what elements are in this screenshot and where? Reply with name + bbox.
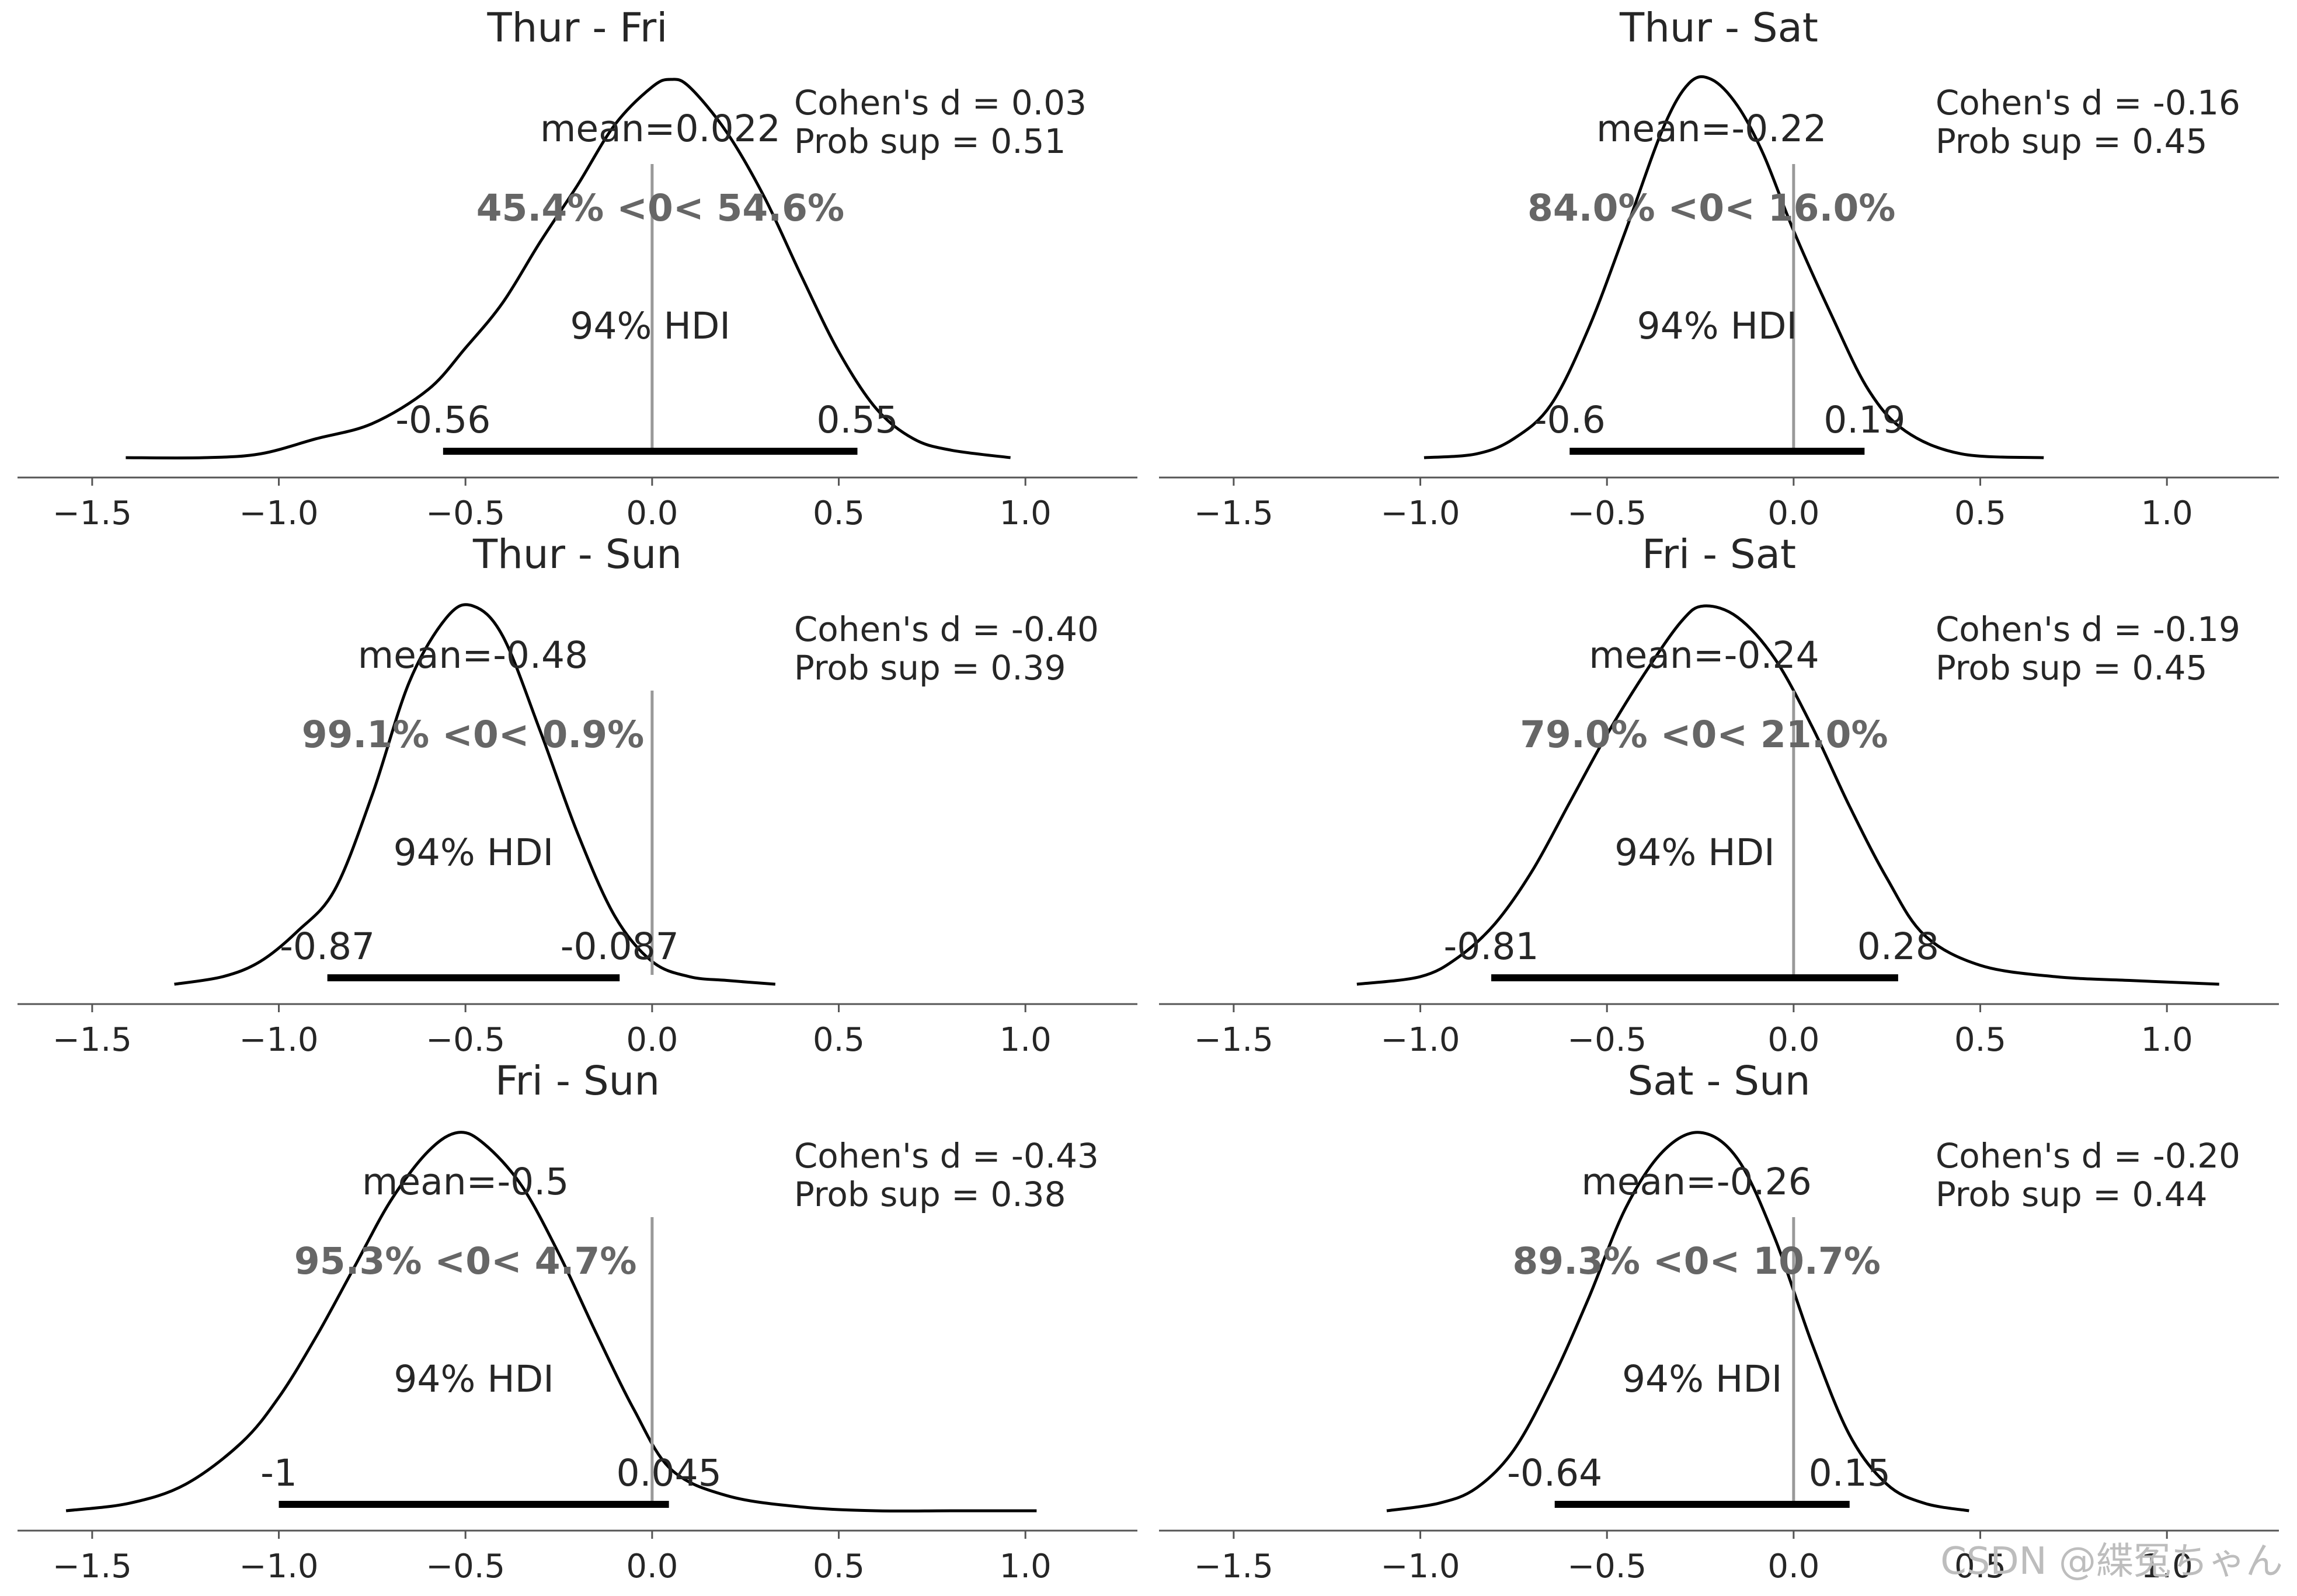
panel-title: Fri - Sat <box>1642 531 1796 578</box>
panel-fri-vs-sun: −1.5 −1.0 −0.5 0.0 0.5 1.0 Fri - Sun mean=-0.5 9… <box>18 1058 1137 1585</box>
hdi-upper-label: -0.087 <box>561 925 679 968</box>
x-tick-label: 0.0 <box>1767 494 1819 532</box>
hdi-label: 94% HDI <box>1637 305 1798 347</box>
x-tick-label: 1.0 <box>1000 1021 1052 1059</box>
reference-probability-label: 95.3% <0< 4.7% <box>294 1240 637 1283</box>
hdi-label: 94% HDI <box>394 1358 554 1400</box>
cohens-d-label: Cohen's d = -0.20 <box>1936 1136 2240 1176</box>
hdi-upper-label: 0.19 <box>1823 399 1905 441</box>
density-curve <box>1424 75 2044 459</box>
x-tick-label: −1.5 <box>1194 494 1273 532</box>
panel-thur-vs-fri: −1.5 −1.0 −0.5 0.0 0.5 1.0 Thur - Fri mean=0.02… <box>18 5 1137 532</box>
x-tick-label: −0.5 <box>426 1548 505 1585</box>
x-tick-label: 0.5 <box>813 1021 865 1059</box>
reference-probability-label: 89.3% <0< 10.7% <box>1512 1240 1880 1283</box>
hdi-upper-label: 0.15 <box>1809 1452 1891 1494</box>
panel-title: Thur - Sat <box>1619 5 1818 51</box>
hdi-lower-label: -1 <box>260 1452 297 1494</box>
hdi-lower-label: -0.81 <box>1443 925 1539 968</box>
x-tick-label: −1.5 <box>53 494 132 532</box>
panel-title: Thur - Fri <box>487 5 668 51</box>
hdi-label: 94% HDI <box>1622 1358 1783 1400</box>
x-tick-label: 1.0 <box>1000 494 1052 532</box>
density-curve <box>126 78 1011 459</box>
density-curve <box>65 1131 1037 1513</box>
cohens-d-label: Cohen's d = -0.19 <box>1936 609 2240 649</box>
hdi-label: 94% HDI <box>1614 831 1775 874</box>
panel-title: Thur - Sun <box>472 531 682 578</box>
x-tick-label: −1.0 <box>1381 1548 1460 1585</box>
panel-thur-vs-sun: −1.5 −1.0 −0.5 0.0 0.5 1.0 Thur - Sun mean=-0.4… <box>18 531 1137 1059</box>
mean-label: mean=-0.26 <box>1581 1161 1811 1203</box>
density-curve <box>1386 1131 1969 1513</box>
panels: −1.5 −1.0 −0.5 0.0 0.5 1.0 Thur - Fri mean=0.02… <box>18 5 2279 1585</box>
reference-probability-label: 84.0% <0< 16.0% <box>1527 187 1895 229</box>
panel-fri-vs-sat: −1.5 −1.0 −0.5 0.0 0.5 1.0 Fri - Sat mean=-0.24… <box>1159 531 2279 1059</box>
x-tick-label: 0.5 <box>1954 1548 2006 1585</box>
prob-sup-label: Prob sup = 0.39 <box>794 648 1066 688</box>
x-tick-label: −0.5 <box>426 494 505 532</box>
x-tick-label: 0.0 <box>1767 1548 1819 1585</box>
panel-sat-vs-sun: −1.5 −1.0 −0.5 0.0 0.5 1.0 Sat - Sun mean=-0.26… <box>1159 1058 2279 1585</box>
hdi-upper-label: 0.045 <box>616 1452 721 1494</box>
x-tick-label: 0.0 <box>626 1548 678 1585</box>
x-tick-label: −1.0 <box>239 494 319 532</box>
x-tick-label: −0.5 <box>1567 494 1647 532</box>
x-tick-label: 1.0 <box>2141 494 2193 532</box>
reference-probability-label: 79.0% <0< 21.0% <box>1520 713 1888 756</box>
cohens-d-label: Cohen's d = -0.40 <box>794 609 1099 649</box>
x-tick-label: 0.5 <box>1954 494 2006 532</box>
mean-label: mean=-0.24 <box>1589 634 1819 677</box>
prob-sup-label: Prob sup = 0.44 <box>1936 1175 2208 1214</box>
prob-sup-label: Prob sup = 0.45 <box>1936 121 2208 161</box>
x-tick-label: 1.0 <box>2141 1021 2193 1059</box>
x-tick-label: 0.0 <box>626 1021 678 1059</box>
prob-sup-label: Prob sup = 0.38 <box>794 1175 1066 1214</box>
x-tick-label: 0.5 <box>1954 1021 2006 1059</box>
x-tick-label: −1.0 <box>1381 1021 1460 1059</box>
x-tick-label: 0.0 <box>1767 1021 1819 1059</box>
hdi-upper-label: 0.28 <box>1857 925 1939 968</box>
x-tick-label: −0.5 <box>426 1021 505 1059</box>
hdi-lower-label: -0.64 <box>1507 1452 1602 1494</box>
reference-probability-label: 45.4% <0< 54.6% <box>476 187 844 229</box>
x-tick-label: 0.5 <box>813 494 865 532</box>
cohens-d-label: Cohen's d = 0.03 <box>794 83 1087 123</box>
reference-probability-label: 99.1% <0< 0.9% <box>302 713 645 756</box>
x-tick-label: −1.5 <box>1194 1021 1273 1059</box>
x-tick-label: −1.0 <box>239 1548 319 1585</box>
hdi-lower-label: -0.6 <box>1534 399 1606 441</box>
x-tick-label: −1.0 <box>239 1021 319 1059</box>
x-tick-label: 1.0 <box>2141 1548 2193 1585</box>
x-tick-label: 1.0 <box>1000 1548 1052 1585</box>
x-tick-label: −1.5 <box>53 1021 132 1059</box>
x-tick-label: −0.5 <box>1567 1548 1647 1585</box>
cohens-d-label: Cohen's d = -0.43 <box>794 1136 1099 1176</box>
mean-label: mean=-0.48 <box>358 634 588 677</box>
watermark: CSDN @緤冤ちゃん <box>1940 1540 2283 1583</box>
x-tick-label: −1.5 <box>53 1548 132 1585</box>
mean-label: mean=0.022 <box>540 107 781 150</box>
hdi-label: 94% HDI <box>570 305 730 347</box>
hdi-lower-label: -0.87 <box>280 925 375 968</box>
x-tick-label: −1.5 <box>1194 1548 1273 1585</box>
hdi-label: 94% HDI <box>394 831 554 874</box>
mean-label: mean=-0.5 <box>362 1161 569 1203</box>
prob-sup-label: Prob sup = 0.51 <box>794 121 1066 161</box>
hdi-lower-label: -0.56 <box>395 399 490 441</box>
x-tick-label: −0.5 <box>1567 1021 1647 1059</box>
x-tick-label: 0.0 <box>626 494 678 532</box>
x-tick-label: −1.0 <box>1381 494 1460 532</box>
prob-sup-label: Prob sup = 0.45 <box>1936 648 2208 688</box>
hdi-upper-label: 0.55 <box>816 399 898 441</box>
cohens-d-label: Cohen's d = -0.16 <box>1936 83 2240 123</box>
x-tick-label: 0.5 <box>813 1548 865 1585</box>
density-curve <box>1356 604 2219 986</box>
panel-title: Fri - Sun <box>495 1058 660 1104</box>
panel-thur-vs-sat: −1.5 −1.0 −0.5 0.0 0.5 1.0 Thur - Sat mean=-0.2… <box>1159 5 2279 532</box>
panel-title: Sat - Sun <box>1627 1058 1810 1104</box>
mean-label: mean=-0.22 <box>1596 107 1826 150</box>
